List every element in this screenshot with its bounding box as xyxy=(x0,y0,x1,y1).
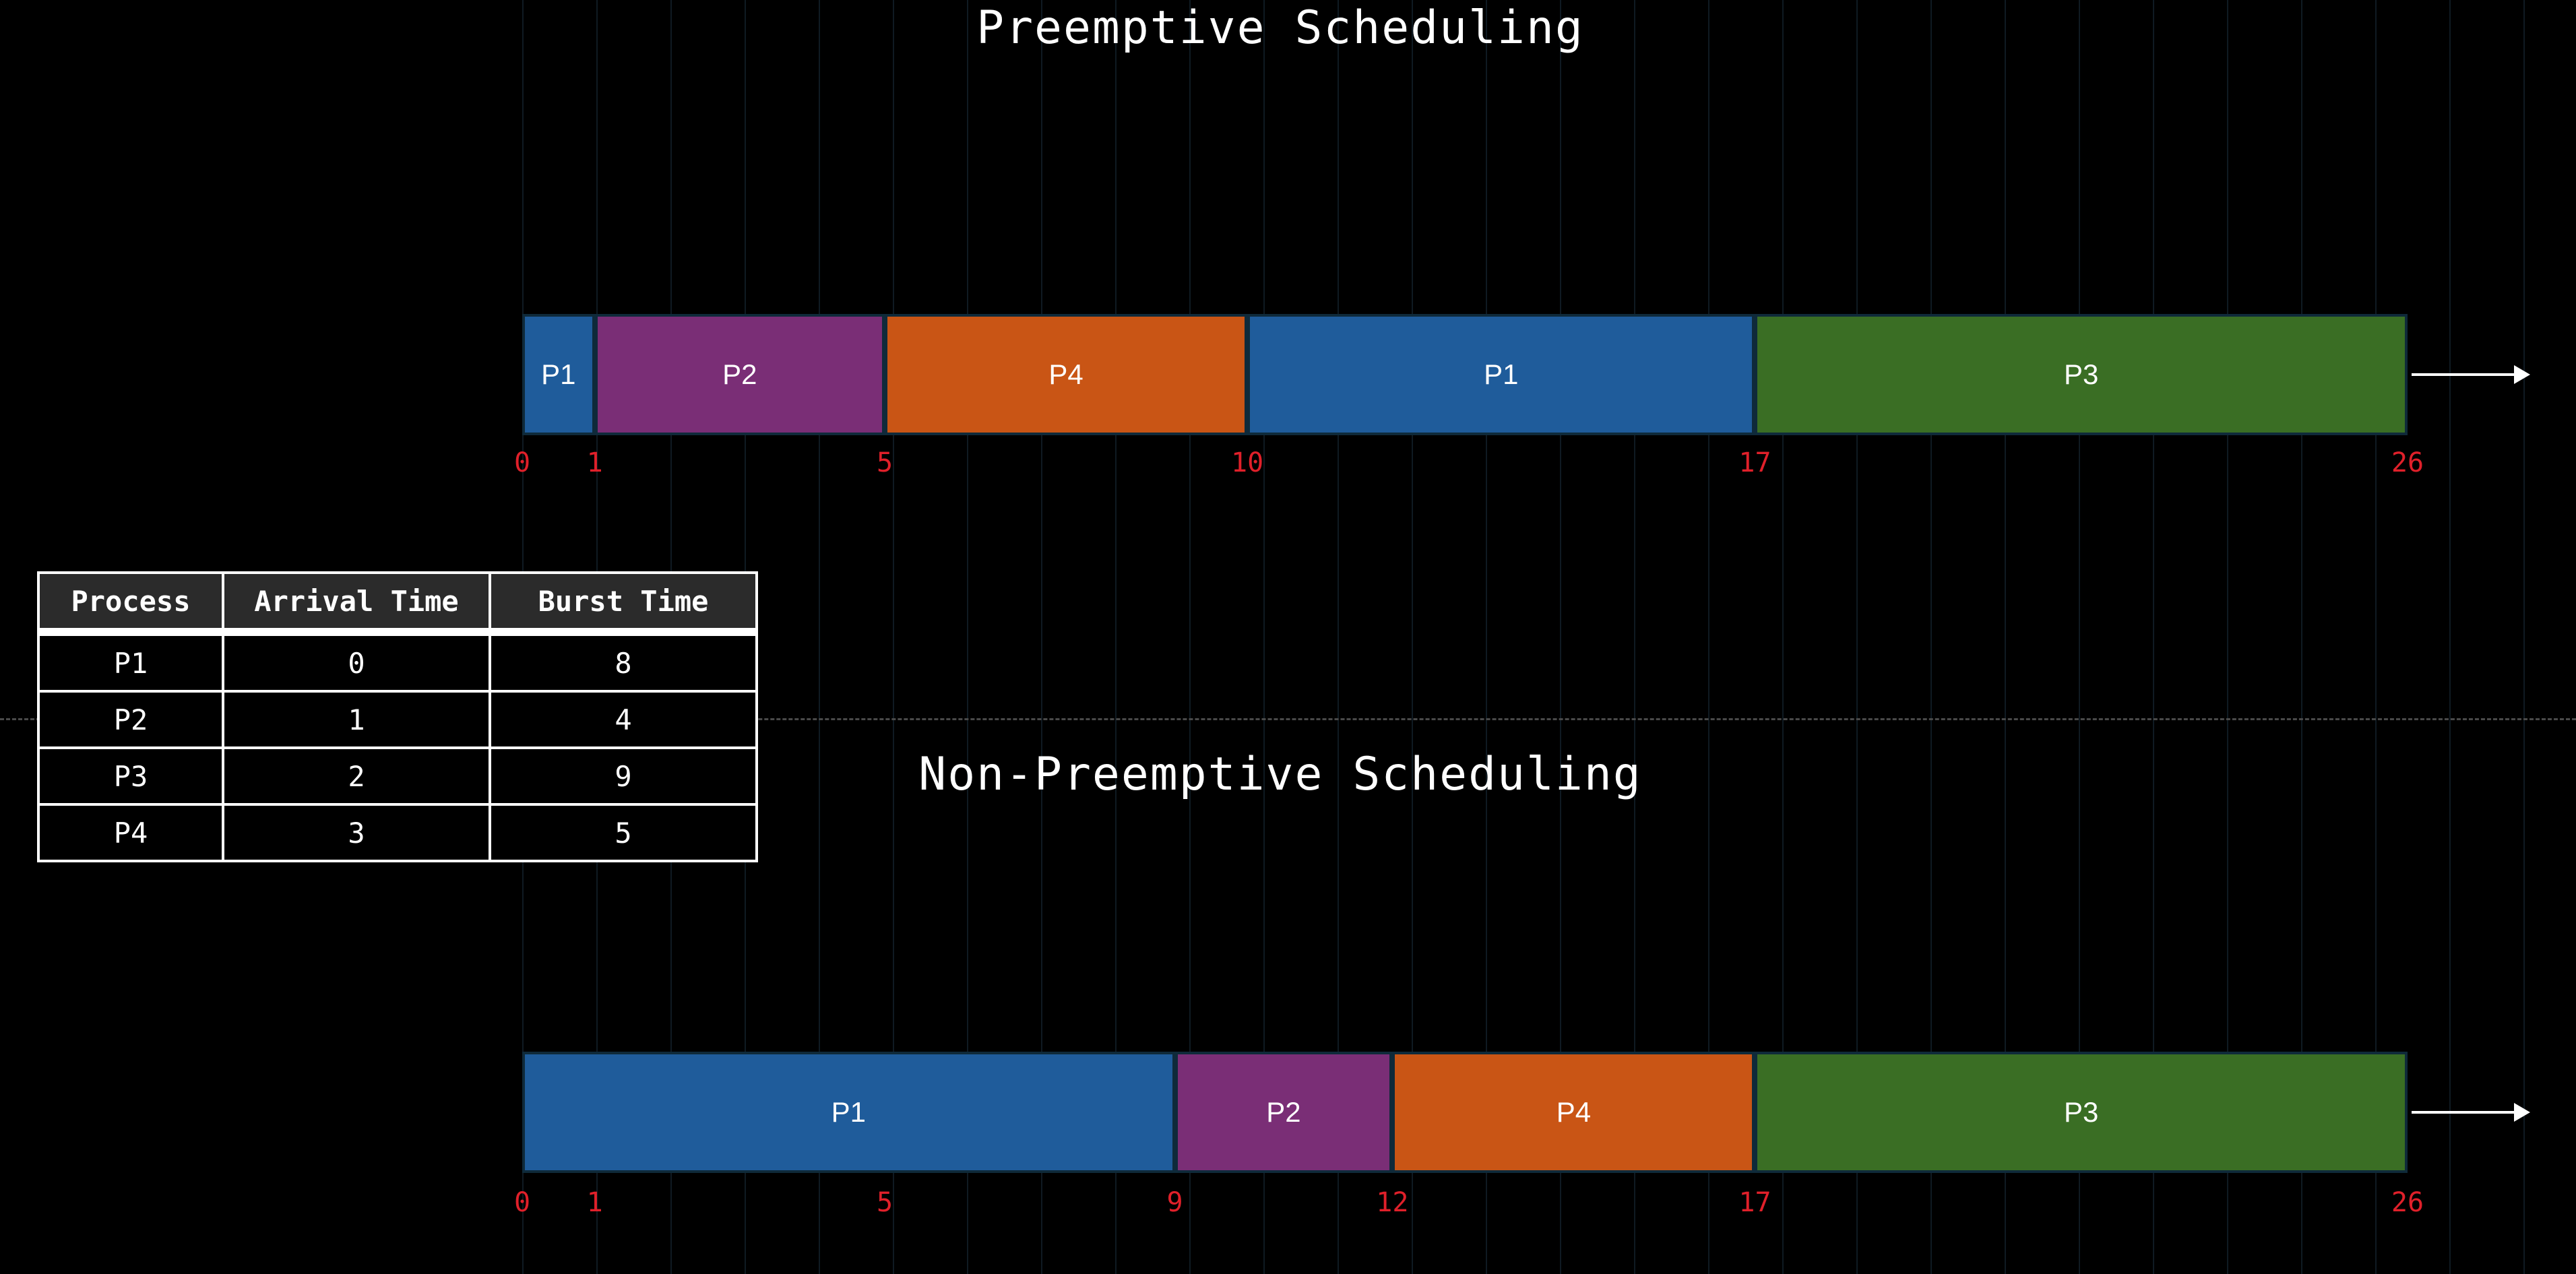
time-tick-label: 9 xyxy=(1166,1187,1183,1218)
grid-line xyxy=(1189,0,1191,1274)
segment-label: P2 xyxy=(722,358,757,390)
time-tick-label: 17 xyxy=(1738,447,1771,478)
gantt-segment-p4: P4 xyxy=(1392,1052,1755,1173)
cell-arrival-time: 0 xyxy=(222,631,491,693)
non-preemptive-title: Non-Preemptive Scheduling xyxy=(918,748,1642,801)
cell-burst-time: 4 xyxy=(489,690,758,749)
segment-label: P1 xyxy=(831,1096,866,1128)
grid-line xyxy=(1412,0,1413,1274)
gantt-segment-p3: P3 xyxy=(1755,1052,2408,1173)
cell-process: P3 xyxy=(37,746,224,806)
segment-label: P1 xyxy=(1484,358,1519,390)
table-row: P2 1 4 xyxy=(37,690,758,749)
cell-arrival-time: 2 xyxy=(222,746,491,806)
cell-arrival-time: 1 xyxy=(222,690,491,749)
grid-line xyxy=(819,0,820,1274)
grid-line xyxy=(1486,0,1487,1274)
gantt-segment-p1: P1 xyxy=(522,314,595,435)
header-arrival-time: Arrival Time xyxy=(222,571,491,636)
grid-line xyxy=(2375,0,2377,1274)
gantt-segment-p3: P3 xyxy=(1755,314,2408,435)
grid-line xyxy=(1782,0,1784,1274)
grid-line xyxy=(1263,0,1265,1274)
grid-line xyxy=(967,0,968,1274)
header-burst-time: Burst Time xyxy=(489,571,758,636)
gantt-segment-p2: P2 xyxy=(1174,1052,1393,1173)
section-divider xyxy=(0,718,2576,720)
gantt-segment-p2: P2 xyxy=(594,314,885,435)
time-tick-label: 12 xyxy=(1376,1187,1409,1218)
grid-line xyxy=(1708,0,1709,1274)
time-arrow-icon xyxy=(2412,365,2530,384)
cell-arrival-time: 3 xyxy=(222,803,491,862)
time-tick-label: 5 xyxy=(877,447,893,478)
time-tick-label: 5 xyxy=(877,1187,893,1218)
grid-line xyxy=(1634,0,1635,1274)
grid-line xyxy=(2301,0,2302,1274)
grid-line xyxy=(1115,0,1117,1274)
cell-process: P1 xyxy=(37,631,224,693)
time-tick-label: 1 xyxy=(586,1187,603,1218)
time-tick-label: 26 xyxy=(2391,447,2424,478)
time-tick-label: 1 xyxy=(586,447,603,478)
header-process: Process xyxy=(37,571,224,636)
cell-burst-time: 9 xyxy=(489,746,758,806)
grid-line xyxy=(2227,0,2228,1274)
segment-label: P2 xyxy=(1266,1096,1301,1128)
time-tick-label: 26 xyxy=(2391,1187,2424,1218)
segment-label: P4 xyxy=(1556,1096,1592,1128)
grid-line xyxy=(2153,0,2154,1274)
segment-label: P3 xyxy=(2064,358,2099,390)
preemptive-title: Preemptive Scheduling xyxy=(976,1,1584,55)
grid-line xyxy=(1560,0,1561,1274)
grid-line xyxy=(2449,0,2451,1274)
grid-line xyxy=(2079,0,2080,1274)
grid-line xyxy=(1338,0,1339,1274)
grid-line xyxy=(2523,0,2525,1274)
cell-burst-time: 5 xyxy=(489,803,758,862)
grid-line xyxy=(1930,0,1932,1274)
gantt-segment-p1: P1 xyxy=(1247,314,1755,435)
cell-burst-time: 8 xyxy=(489,631,758,693)
grid-line xyxy=(1856,0,1858,1274)
grid-line xyxy=(893,0,894,1274)
gantt-segment-p1: P1 xyxy=(522,1052,1175,1173)
table-row: P4 3 5 xyxy=(37,803,758,862)
table-header-row: Process Arrival Time Burst Time xyxy=(37,571,758,636)
segment-label: P1 xyxy=(541,358,576,390)
table-row: P3 2 9 xyxy=(37,746,758,806)
gantt-segment-p4: P4 xyxy=(885,314,1248,435)
cell-process: P2 xyxy=(37,690,224,749)
grid-line xyxy=(2005,0,2006,1274)
time-arrow-icon xyxy=(2412,1103,2530,1122)
table-row: P1 0 8 xyxy=(37,631,758,693)
time-tick-label: 0 xyxy=(513,1187,531,1218)
segment-label: P3 xyxy=(2064,1096,2099,1128)
segment-label: P4 xyxy=(1048,358,1083,390)
grid-line xyxy=(1041,0,1042,1274)
cell-process: P4 xyxy=(37,803,224,862)
process-table: Process Arrival Time Burst Time P1 0 8 P… xyxy=(37,571,758,862)
time-tick-label: 10 xyxy=(1231,447,1264,478)
time-tick-label: 17 xyxy=(1738,1187,1771,1218)
time-tick-label: 0 xyxy=(513,447,531,478)
